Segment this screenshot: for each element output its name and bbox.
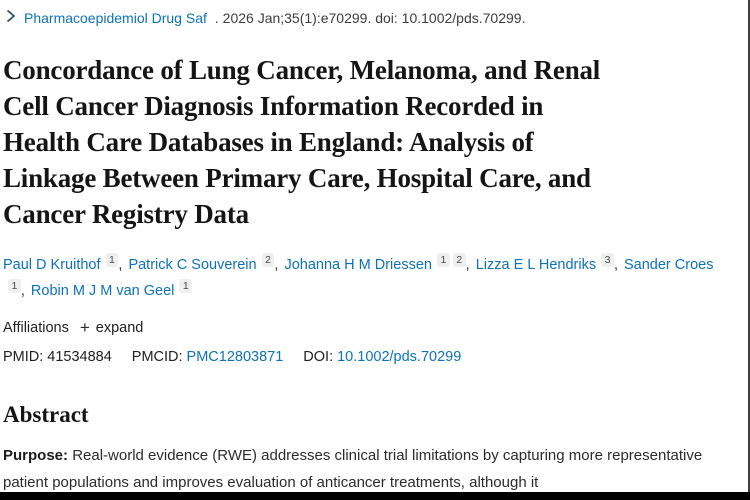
- affiliation-superscript[interactable]: 1: [179, 279, 193, 293]
- author-link[interactable]: Johanna H M Driessen: [284, 257, 432, 273]
- author-separator: ,: [274, 257, 279, 273]
- author-link[interactable]: Lizza E L Hendriks: [475, 257, 597, 273]
- author-separator: ,: [118, 257, 123, 273]
- affiliations-label: Affiliations: [3, 320, 69, 336]
- plus-icon: +: [79, 318, 90, 337]
- identifiers-row: PMID: 41534884 PMCID: PMC12803871 DOI: 10.1…: [3, 349, 736, 365]
- citation-banner: Pharmacoepidemiol Drug Saf . 2026 Jan;35…: [5, 9, 736, 26]
- author-item: Lizza E L Hendriks 3,: [475, 253, 624, 273]
- article-title-line: Concordance of Lung Cancer, Melanoma, an…: [3, 55, 601, 85]
- article-title: Concordance of Lung Cancer, Melanoma, an…: [3, 52, 736, 232]
- article-title-line: Health Care Databases in England: Analys…: [3, 127, 534, 157]
- doi-link[interactable]: 10.1002/pds.70299: [337, 349, 462, 365]
- screenshot-bottom-bar: [0, 492, 750, 500]
- author-item: Johanna H M Driessen 1 2,: [284, 253, 475, 273]
- pmcid-link[interactable]: PMC12803871: [186, 349, 284, 365]
- author-link[interactable]: Robin M J M van Geel: [30, 283, 175, 299]
- author-separator: ,: [20, 283, 25, 299]
- citation-expand-button[interactable]: [5, 9, 16, 26]
- pmid-label: PMID:: [3, 349, 44, 365]
- author-separator: ,: [613, 257, 618, 273]
- author-link[interactable]: Sander Croes: [624, 257, 714, 273]
- affiliation-superscript[interactable]: 1: [105, 253, 119, 267]
- author-link[interactable]: Paul D Kruithof: [3, 257, 101, 273]
- affiliation-superscript[interactable]: 1: [8, 279, 21, 293]
- pmcid-item: PMCID: PMC12803871: [132, 349, 284, 365]
- author-item: Robin M J M van Geel 1: [30, 279, 193, 299]
- purpose-text: Real-world evidence (RWE) addresses clin…: [3, 447, 703, 491]
- article-title-line: Cancer Registry Data: [3, 199, 249, 229]
- author-item: Patrick C Souverein 2,: [128, 253, 284, 273]
- screenshot-right-edge: [748, 0, 750, 500]
- article-title-line: Cell Cancer Diagnosis Information Record…: [3, 91, 544, 121]
- purpose-label: Purpose:: [3, 447, 69, 464]
- abstract-purpose-paragraph: Purpose: Real-world evidence (RWE) addre…: [3, 442, 709, 496]
- expand-affiliations-button[interactable]: + expand: [79, 318, 144, 337]
- affiliations-row: Affiliations + expand: [3, 318, 736, 337]
- abstract-heading: Abstract: [3, 402, 89, 427]
- pmcid-label: PMCID:: [131, 349, 183, 365]
- pmid-value: 41534884: [47, 349, 112, 365]
- article-title-line: Linkage Between Primary Care, Hospital C…: [3, 163, 591, 193]
- chevron-right-icon: [5, 9, 16, 26]
- pmid-item: PMID: 41534884: [3, 349, 112, 365]
- author-item: Sander Croes 1,: [3, 257, 713, 299]
- affiliation-superscript[interactable]: 1: [436, 253, 450, 267]
- citation-details: . 2026 Jan;35(1):e70299. doi: 10.1002/pd…: [214, 9, 526, 26]
- affiliation-superscript[interactable]: 2: [261, 253, 275, 267]
- doi-label: DOI:: [303, 349, 334, 365]
- author-item: Paul D Kruithof 1,: [3, 253, 128, 273]
- journal-link[interactable]: Pharmacoepidemiol Drug Saf: [24, 9, 207, 26]
- affiliation-superscript[interactable]: 2: [452, 253, 466, 267]
- expand-label: expand: [95, 320, 144, 336]
- authors-list: Paul D Kruithof 1, Patrick C Souverein 2, …: [3, 252, 715, 304]
- affiliation-superscript[interactable]: 3: [601, 253, 614, 267]
- author-separator: ,: [465, 257, 470, 273]
- doi-item: DOI: 10.1002/pds.70299: [303, 349, 461, 365]
- author-link[interactable]: Patrick C Souverein: [128, 257, 257, 273]
